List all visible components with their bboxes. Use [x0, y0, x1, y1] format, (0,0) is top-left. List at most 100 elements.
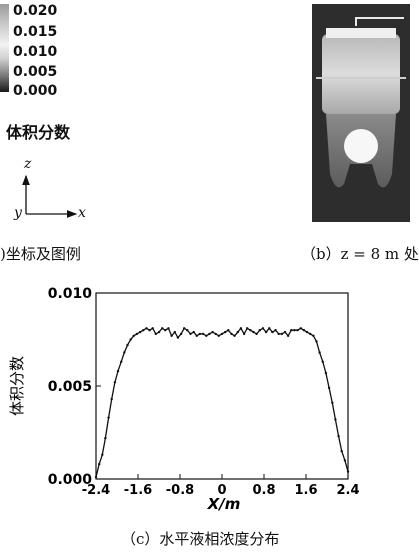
- upper-region: [322, 34, 400, 114]
- data-point: [321, 360, 324, 363]
- color-legend-bar: [0, 4, 9, 92]
- data-point: [340, 449, 343, 453]
- x-tick-label: 0: [217, 483, 226, 498]
- y-tick-label: 0.005: [48, 379, 92, 395]
- data-point: [142, 329, 145, 332]
- x-tick-labels: -2.4 -1.6 -0.8 0 0.8 1.6 2.4: [82, 483, 360, 498]
- data-point: [274, 329, 277, 332]
- data-point: [293, 329, 296, 332]
- data-point: [220, 332, 224, 336]
- axis-ticks: [95, 292, 349, 480]
- data-point: [296, 329, 299, 332]
- y-tick-label: 0.010: [48, 286, 93, 302]
- data-point: [151, 327, 154, 330]
- data-point: [211, 330, 214, 334]
- legend-tick-label: 0.010: [13, 44, 58, 60]
- data-point: [135, 332, 139, 336]
- x-axis-label: X/m: [207, 495, 241, 513]
- data-point: [161, 327, 164, 330]
- data-point: [154, 332, 157, 336]
- data-point: [173, 330, 176, 334]
- data-point: [277, 332, 280, 336]
- top-band: [326, 28, 396, 38]
- data-point: [192, 330, 195, 334]
- y-axis-label: 体积分数: [8, 356, 26, 416]
- data-point: [145, 327, 148, 330]
- data-point: [167, 327, 170, 330]
- series-points: [94, 327, 350, 479]
- data-point: [126, 343, 129, 347]
- data-point: [129, 338, 132, 341]
- data-point: [334, 418, 337, 421]
- x-tick-label: -2.4: [82, 483, 110, 498]
- data-point: [255, 332, 258, 336]
- data-point: [205, 334, 208, 337]
- x-tick-label: 2.4: [336, 483, 359, 498]
- data-point: [107, 416, 110, 419]
- data-point: [283, 330, 287, 334]
- data-point: [343, 459, 347, 462]
- data-point: [170, 334, 173, 337]
- data-point: [120, 360, 123, 363]
- data-point: [157, 330, 161, 334]
- data-point: [176, 336, 180, 339]
- data-point: [239, 327, 243, 330]
- data-point: [201, 332, 205, 336]
- data-point: [132, 334, 135, 337]
- legend-tick-label: 0.000: [13, 83, 58, 99]
- data-point: [331, 401, 334, 404]
- data-point: [230, 332, 233, 336]
- data-point: [290, 329, 293, 332]
- data-point: [198, 332, 202, 336]
- data-point: [98, 462, 101, 466]
- data-point: [214, 332, 217, 336]
- x-tick-label: -1.6: [124, 483, 152, 498]
- data-point: [318, 351, 321, 354]
- data-point: [195, 334, 198, 337]
- data-point: [110, 397, 113, 401]
- data-point: [94, 475, 98, 479]
- x-axis-letter: x: [78, 205, 86, 221]
- data-point: [305, 330, 309, 334]
- data-point: [268, 327, 271, 330]
- x-tick-label: 1.6: [294, 483, 317, 498]
- data-point: [116, 369, 120, 373]
- z-axis-letter: z: [24, 156, 32, 172]
- data-point: [271, 330, 274, 334]
- data-point: [104, 436, 107, 440]
- coordinate-axes-icon: [22, 174, 78, 218]
- data-point: [264, 330, 268, 334]
- series-line: [95, 327, 349, 478]
- legend-tick-label: 0.020: [13, 3, 58, 19]
- legend-tick-label: 0.015: [13, 24, 58, 40]
- data-point: [217, 334, 220, 337]
- contour-drawing: [316, 17, 406, 188]
- legend-tick-label: 0.005: [13, 64, 58, 80]
- data-point: [183, 327, 186, 330]
- data-point: [252, 330, 255, 334]
- data-point: [337, 435, 340, 438]
- data-point: [138, 330, 142, 334]
- data-point: [315, 340, 318, 343]
- y-axis-letter: y: [14, 205, 22, 221]
- data-point: [302, 329, 306, 332]
- caption-b: （b）z = 8 m 处: [301, 245, 419, 263]
- data-point: [148, 329, 151, 332]
- data-point: [299, 327, 302, 330]
- x-tick-label: 0.8: [252, 483, 275, 498]
- data-point: [309, 332, 312, 336]
- y-tick-labels: 0.000 0.005 0.010: [48, 286, 93, 488]
- data-point: [286, 334, 290, 337]
- data-point: [186, 329, 189, 332]
- data-point: [258, 329, 261, 332]
- y-tick-label: 0.000: [48, 472, 93, 488]
- data-point: [246, 327, 249, 330]
- data-point: [261, 327, 265, 330]
- caption-a: )坐标及图例: [0, 245, 81, 263]
- legend-title: 体积分数: [6, 123, 71, 142]
- data-point: [280, 332, 284, 336]
- data-point: [208, 332, 211, 336]
- data-point: [236, 330, 239, 334]
- caption-c: （c）水平液相浓度分布: [121, 530, 280, 548]
- data-point: [327, 386, 331, 390]
